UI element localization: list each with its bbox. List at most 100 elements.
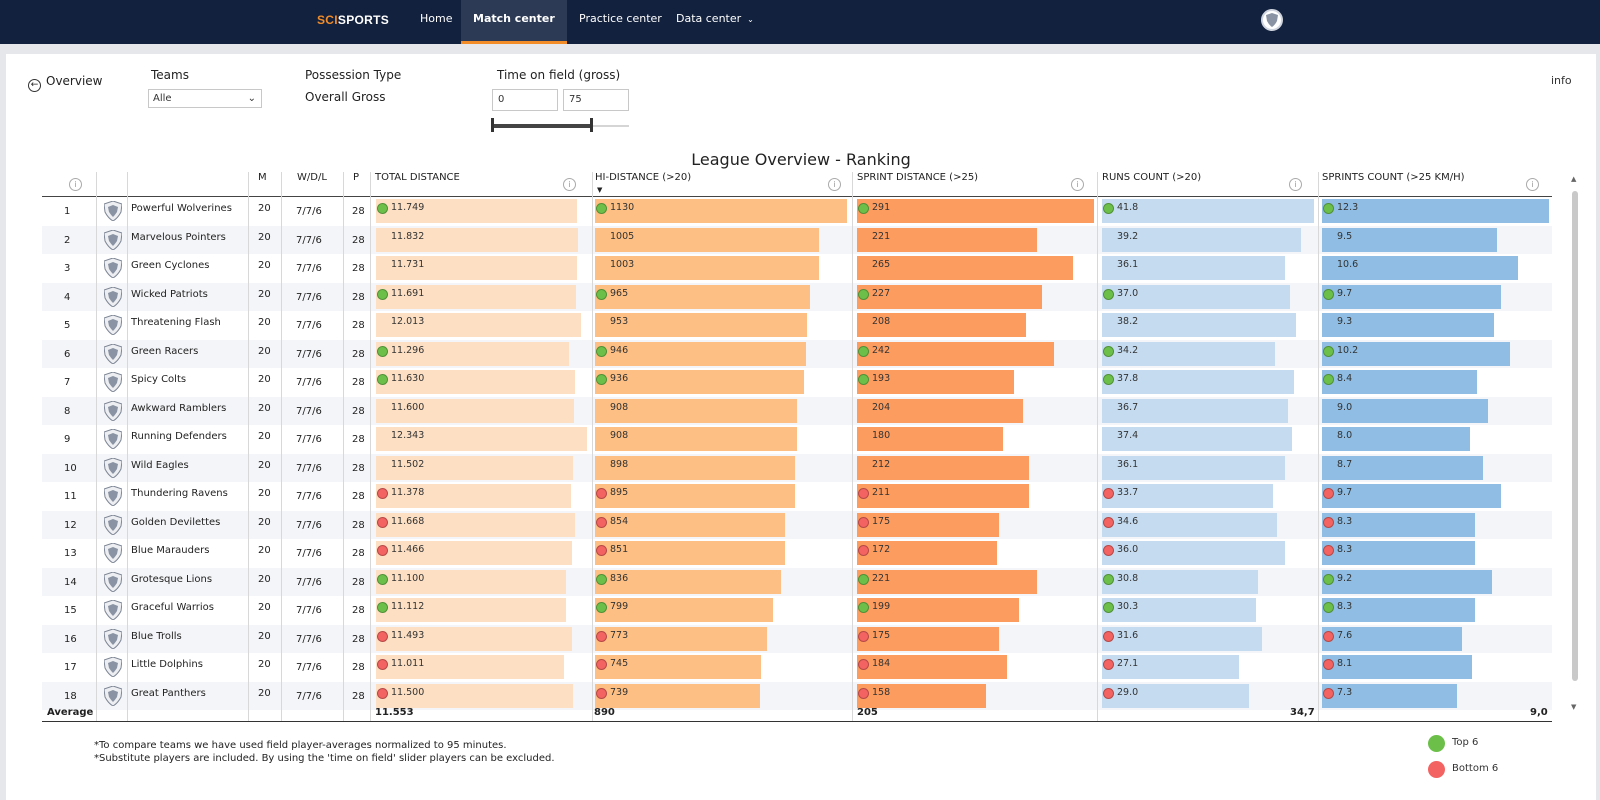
hi-bar[interactable] [595, 455, 795, 480]
sprint-bar[interactable] [857, 455, 1029, 480]
scroll-down-icon[interactable]: ▼ [1571, 703, 1577, 711]
column-header-sprints-count[interactable]: SPRINTS COUNT (>25 KM/H) [1322, 172, 1465, 183]
runs-bar[interactable] [1102, 569, 1258, 594]
table-row[interactable] [42, 396, 1552, 425]
runs-bar[interactable] [1102, 626, 1262, 651]
runs-bar[interactable] [1102, 598, 1256, 622]
sprint-bar[interactable] [857, 427, 1003, 451]
hi-bar[interactable] [595, 655, 761, 679]
total-bar[interactable] [376, 569, 566, 594]
total-bar[interactable] [376, 598, 566, 622]
runs-bar[interactable] [1102, 541, 1285, 565]
nav-practice-center[interactable]: Practice center [567, 0, 674, 44]
total-bar[interactable] [376, 284, 576, 309]
sprints-bar[interactable] [1322, 541, 1475, 565]
sprints-bar[interactable] [1322, 199, 1549, 223]
column-header-p[interactable]: P [353, 172, 360, 183]
hi-bar[interactable] [595, 683, 760, 708]
hi-bar[interactable] [595, 626, 767, 651]
nav-data-center[interactable]: Data center ⌄ [664, 0, 766, 44]
hi-bar[interactable] [595, 398, 797, 423]
sprint-bar[interactable] [857, 626, 999, 651]
time-max-input[interactable]: 75 [563, 89, 629, 111]
column-header-m[interactable]: M [258, 172, 267, 183]
hi-bar[interactable] [595, 541, 785, 565]
sprints-bar[interactable] [1322, 284, 1501, 309]
runs-bar[interactable] [1102, 655, 1239, 679]
runs-bar[interactable] [1102, 370, 1294, 394]
info-icon[interactable]: i [1071, 178, 1084, 191]
sprint-bar[interactable] [857, 199, 1094, 223]
runs-bar[interactable] [1102, 427, 1292, 451]
sprints-bar[interactable] [1322, 598, 1475, 622]
sprint-bar[interactable] [857, 284, 1042, 309]
column-header-wdl[interactable]: W/D/L [297, 172, 327, 183]
hi-bar[interactable] [595, 284, 810, 309]
sprint-bar[interactable] [857, 541, 997, 565]
sprint-bar[interactable] [857, 598, 1019, 622]
sprints-bar[interactable] [1322, 484, 1501, 508]
sprint-bar[interactable] [857, 227, 1037, 252]
sprints-bar[interactable] [1322, 341, 1510, 366]
table-row[interactable] [42, 624, 1552, 653]
runs-bar[interactable] [1102, 199, 1314, 223]
nav-home[interactable]: Home [408, 0, 464, 44]
hi-bar[interactable] [595, 199, 847, 223]
runs-bar[interactable] [1102, 256, 1285, 280]
hi-bar[interactable] [595, 512, 785, 537]
sprints-bar[interactable] [1322, 455, 1483, 480]
column-header-sprint-distance[interactable]: SPRINT DISTANCE (>25) [857, 172, 979, 183]
runs-bar[interactable] [1102, 455, 1285, 480]
total-bar[interactable] [376, 370, 575, 394]
sprints-bar[interactable] [1322, 370, 1477, 394]
time-min-input[interactable]: 0 [492, 89, 558, 111]
table-row[interactable] [42, 510, 1552, 539]
column-header-total-distance[interactable]: TOTAL DISTANCE [375, 172, 460, 183]
total-bar[interactable] [376, 512, 575, 537]
hi-bar[interactable] [595, 598, 773, 622]
hi-bar[interactable] [595, 427, 797, 451]
sprints-bar[interactable] [1322, 512, 1475, 537]
sprints-bar[interactable] [1322, 626, 1462, 651]
info-icon[interactable]: i [828, 178, 841, 191]
hi-bar[interactable] [595, 370, 804, 394]
time-slider-min-handle[interactable] [491, 118, 494, 132]
sprint-bar[interactable] [857, 569, 1037, 594]
sprints-bar[interactable] [1322, 683, 1457, 708]
time-slider-max-handle[interactable] [590, 118, 593, 132]
sprint-bar[interactable] [857, 512, 999, 537]
table-row[interactable] [42, 567, 1552, 596]
total-bar[interactable] [376, 427, 587, 451]
sprints-bar[interactable] [1322, 427, 1470, 451]
table-row[interactable] [42, 453, 1552, 482]
sprint-bar[interactable] [857, 655, 1007, 679]
scroll-up-icon[interactable]: ▲ [1571, 175, 1577, 183]
hi-bar[interactable] [595, 313, 807, 337]
table-scrollbar[interactable]: ▲ ▼ [1571, 175, 1578, 715]
total-bar[interactable] [376, 313, 581, 337]
runs-bar[interactable] [1102, 512, 1277, 537]
total-bar[interactable] [376, 484, 571, 508]
table-row[interactable] [42, 681, 1552, 710]
info-icon[interactable]: i [1289, 178, 1302, 191]
teams-select[interactable]: Alle ⌄ [148, 89, 262, 108]
info-icon[interactable]: i [563, 178, 576, 191]
sprint-bar[interactable] [857, 370, 1014, 394]
hi-bar[interactable] [595, 256, 819, 280]
info-icon[interactable]: i [69, 178, 82, 191]
total-bar[interactable] [376, 683, 573, 708]
possession-type-value[interactable]: Overall Gross [305, 90, 386, 104]
sprints-bar[interactable] [1322, 227, 1497, 252]
sprint-bar[interactable] [857, 256, 1073, 280]
sprint-bar[interactable] [857, 484, 1029, 508]
runs-bar[interactable] [1102, 398, 1288, 423]
scisports-logo[interactable]: SCISPORTS [317, 13, 389, 27]
total-bar[interactable] [376, 655, 564, 679]
sprints-bar[interactable] [1322, 655, 1472, 679]
hi-bar[interactable] [595, 227, 819, 252]
total-bar[interactable] [376, 626, 572, 651]
nav-match-center[interactable]: Match center⌄ [461, 0, 567, 62]
total-bar[interactable] [376, 541, 572, 565]
info-link[interactable]: info [1551, 74, 1572, 87]
hi-bar[interactable] [595, 341, 806, 366]
